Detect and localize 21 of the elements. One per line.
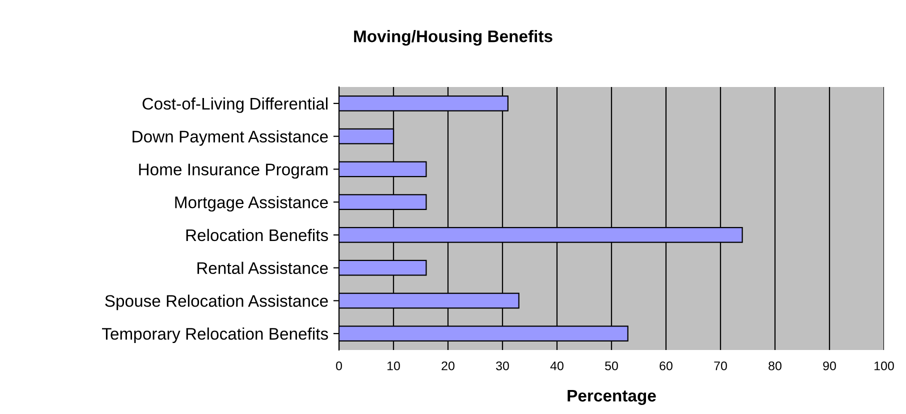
x-tick-label: 40 — [550, 361, 564, 370]
y-tick-label: Cost-of-Living Differential — [142, 97, 328, 113]
x-tick-label: 30 — [496, 361, 509, 370]
x-tick-label: 0 — [336, 361, 342, 370]
y-tick-label: Home Insurance Program — [139, 164, 328, 179]
x-tick-label: 60 — [660, 361, 672, 370]
y-tick-label: Spouse Relocation Assistance — [105, 294, 328, 310]
y-tick-label: Relocation Benefits — [186, 228, 328, 242]
chart-title: Moving/Housing Benefits — [354, 30, 552, 46]
x-tick-label: 90 — [823, 361, 836, 370]
y-tick-label: Temporary Relocation Benefits — [102, 328, 328, 344]
x-tick-label: 100 — [874, 361, 894, 370]
x-tick-label: 10 — [388, 361, 400, 370]
y-tick-label: Mortgage Assistance — [175, 196, 328, 212]
y-tick-label: Down Payment Assistance — [132, 130, 328, 146]
x-tick-label: 50 — [605, 361, 618, 370]
x-tick-label: 80 — [768, 361, 782, 370]
x-axis-title: Percentage — [568, 390, 656, 405]
y-tick-label: Rental Assistance — [197, 262, 328, 274]
x-tick-label: 20 — [442, 361, 454, 370]
x-tick-label: 70 — [714, 361, 727, 370]
